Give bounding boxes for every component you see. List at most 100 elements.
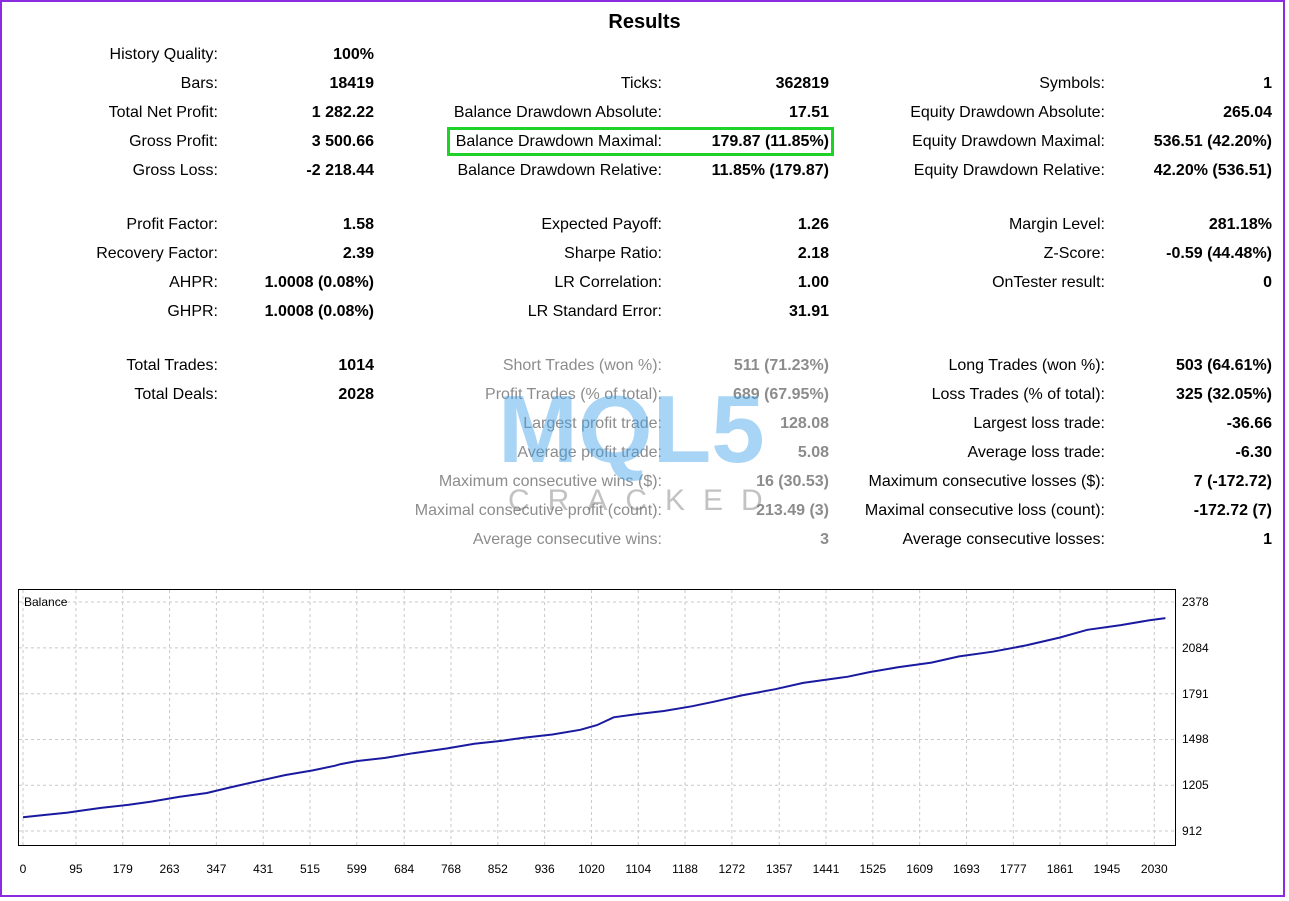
x-tick-label: 179 [112,862,133,876]
stat-label: Gross Profit: [129,133,218,150]
y-tick-label: 1205 [1182,778,1209,793]
y-tick-label: 1791 [1182,686,1209,701]
stat-label: Average consecutive wins: [472,531,662,548]
x-tick-label: 431 [253,862,274,876]
stat-label: Expected Payoff: [541,216,662,233]
stat-value: 281.18% [1208,216,1272,233]
stat-label: Maximal consecutive profit (count): [414,502,662,519]
stat-value: 1.26 [797,216,829,233]
x-tick-label: 1272 [718,862,746,876]
stat-value: -36.66 [1226,415,1272,432]
stat-value: 0 [1263,274,1272,291]
stat-label: Total Deals: [134,386,218,403]
stat-label: LR Standard Error: [527,303,662,320]
stat-value: 1014 [338,357,374,374]
stat-value: 362819 [775,75,829,92]
y-tick-label: 2378 [1182,595,1209,609]
y-tick-label: 1498 [1182,732,1209,747]
stat-value: 42.20% (536.51) [1153,162,1272,179]
page-title: Results [608,11,681,33]
stat-label: Total Net Profit: [108,104,218,121]
x-tick-label: 1188 [672,862,698,876]
x-tick-label: 1861 [1046,862,1074,876]
stat-value: 1.0008 (0.08%) [264,303,374,320]
stat-label: Maximum consecutive losses ($): [868,473,1105,490]
highlight-box [447,127,834,156]
stat-value: 2028 [338,386,374,403]
x-tick-label: 1441 [812,862,840,876]
stat-value: 1 [1263,531,1272,548]
x-tick-label: 1357 [765,862,793,876]
stat-label: Loss Trades (% of total): [931,386,1105,403]
stat-value: 7 (-172.72) [1193,473,1272,490]
stat-value: 100% [333,46,374,63]
stat-value: 503 (64.61%) [1175,357,1272,374]
y-tick-label: 912 [1182,824,1203,838]
stat-label: LR Correlation: [554,274,662,291]
x-tick-label: 1020 [578,862,605,876]
x-tick-label: 515 [299,862,321,876]
stat-value: 1.58 [342,216,374,233]
stat-label: Equity Drawdown Relative: [913,162,1105,179]
stat-label: Total Trades: [126,357,218,374]
stat-label: Balance Drawdown Absolute: [453,104,662,121]
stat-label: Profit Trades (% of total): [485,386,662,403]
stat-value: 1 282.22 [311,104,374,121]
stat-label: History Quality: [109,46,218,63]
x-tick-label: 2030 [1140,862,1168,876]
x-tick-label: 684 [394,862,415,876]
stat-value: 2.39 [342,245,374,262]
stat-value: 5.08 [797,444,829,461]
stat-label: Short Trades (won %): [502,357,662,374]
stat-value: 3 [820,531,829,548]
stat-value: 31.91 [788,303,829,320]
x-tick-label: 263 [159,862,180,876]
balance-chart [18,589,1176,846]
x-tick-label: 936 [534,862,555,876]
stat-value: 11.85% (179.87) [711,162,829,179]
stat-label: Largest loss trade: [973,415,1105,432]
x-tick-label: 0 [19,862,27,876]
stat-value: -172.72 (7) [1193,502,1272,519]
stat-value: 689 (67.95%) [732,386,829,403]
x-tick-label: 852 [487,862,508,876]
stat-label: Largest profit trade: [523,415,662,432]
stat-label: Equity Drawdown Maximal: [912,133,1105,150]
stat-label: Maximum consecutive wins ($): [438,473,662,490]
stat-label: AHPR: [169,274,218,291]
stat-label: Balance Drawdown Maximal: [455,133,662,150]
x-tick-label: 1945 [1093,862,1121,876]
stat-value: 325 (32.05%) [1175,386,1272,403]
balance-chart-svg [19,590,1175,845]
stat-value: 265.04 [1223,104,1272,121]
stat-value: -2 218.44 [306,162,374,179]
x-tick-label: 599 [346,862,367,876]
stat-value: 1.0008 (0.08%) [264,274,374,291]
x-tick-label: 1777 [999,862,1027,876]
x-tick-label: 1525 [859,862,887,876]
stat-label: GHPR: [167,303,218,320]
stat-value: 2.18 [797,245,829,262]
stat-value: 16 (30.53) [756,473,829,490]
stat-value: 213.49 (3) [756,502,829,519]
stat-label: Average profit trade: [517,444,662,461]
stat-label: Average consecutive losses: [902,531,1105,548]
y-tick-label: 2084 [1182,640,1209,655]
stat-label: Equity Drawdown Absolute: [910,104,1105,121]
stat-label: Long Trades (won %): [948,357,1105,374]
x-tick-label: 1609 [906,862,934,876]
stat-value: 1 [1263,75,1272,92]
stat-label: Balance Drawdown Relative: [457,162,662,179]
stat-label: OnTester result: [992,274,1105,291]
stat-value: -0.59 (44.48%) [1166,245,1272,262]
x-tick-label: 1104 [625,862,652,876]
x-tick-label: 347 [206,862,227,876]
x-tick-label: 768 [440,862,461,876]
x-tick-label: 95 [69,862,83,876]
stat-value: 128.08 [780,415,829,432]
stat-value: 179.87 (11.85%) [711,133,829,150]
x-tick-label: 1693 [953,862,980,876]
stat-label: Symbols: [1039,75,1105,92]
stat-label: Gross Loss: [132,162,218,179]
stat-label: Margin Level: [1008,216,1105,233]
